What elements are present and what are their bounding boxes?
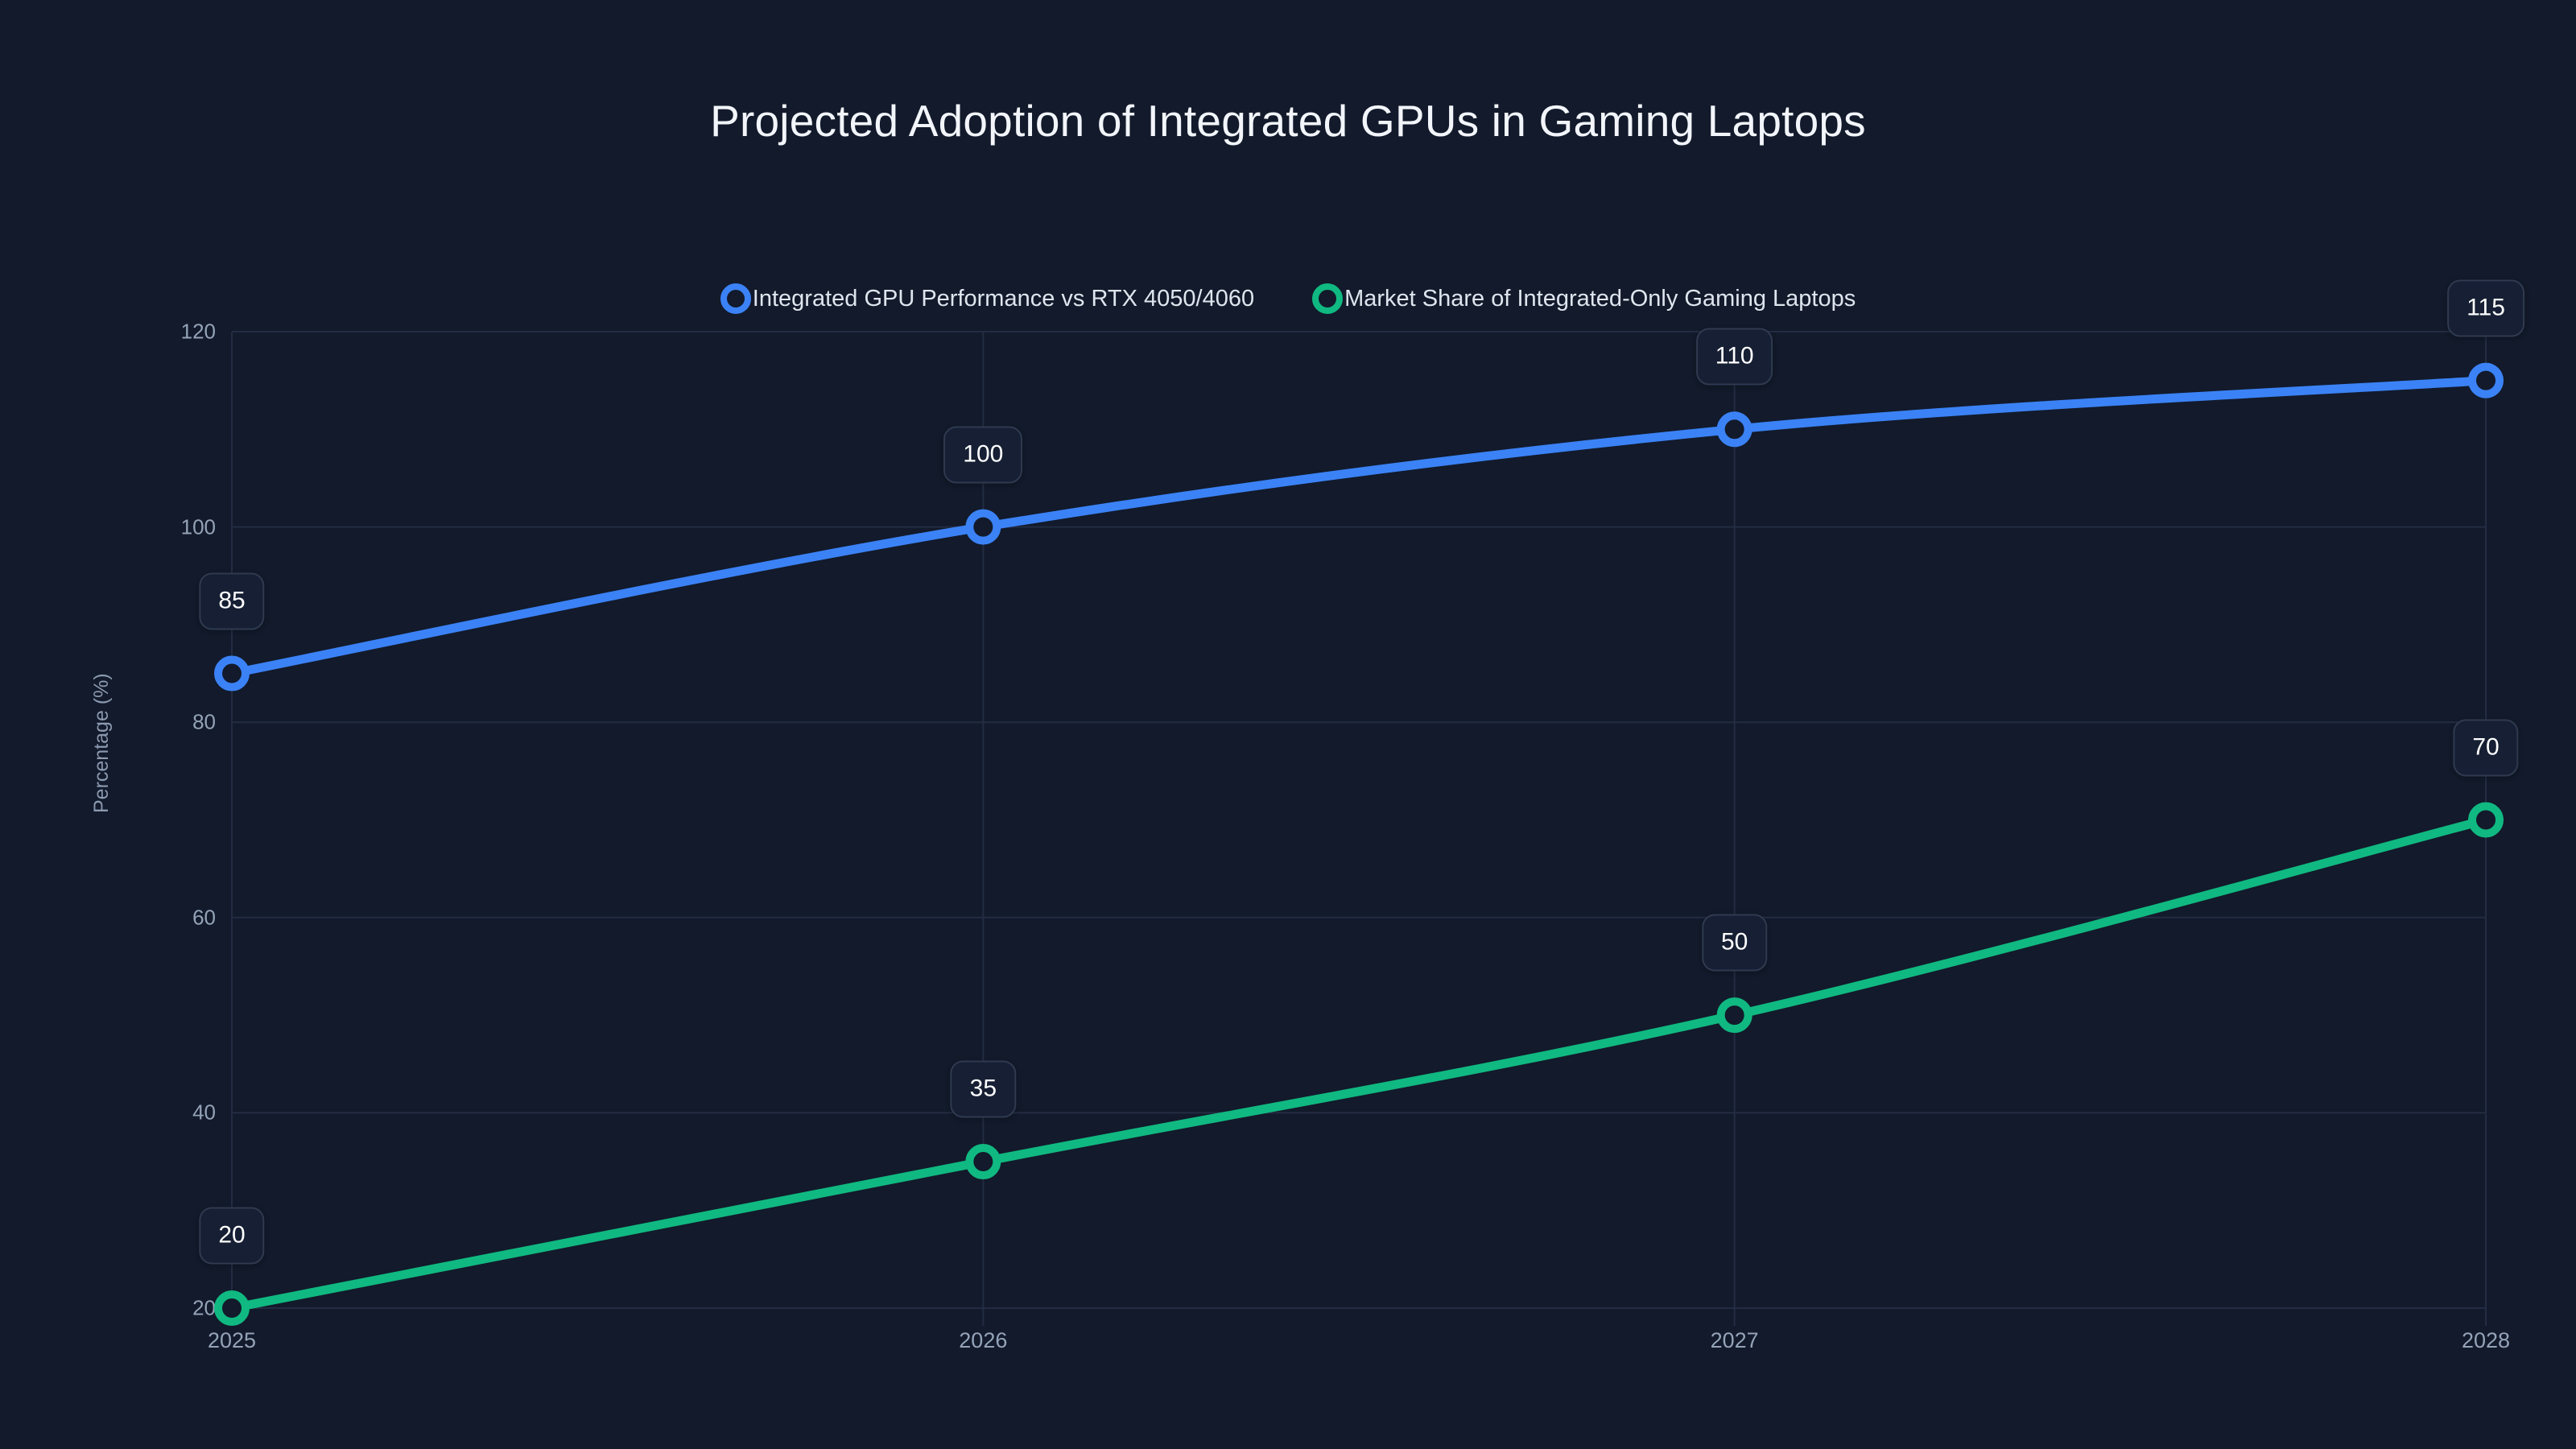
data-point-marker[interactable] (214, 655, 250, 691)
y-tick-label: 60 (192, 905, 216, 930)
series-line-2 (227, 815, 2491, 1313)
data-point-marker[interactable] (214, 1290, 250, 1326)
data-point-marker[interactable] (965, 1144, 1001, 1180)
y-tick-label: 100 (180, 514, 216, 539)
legend-item-label: Market Share of Integrated-Only Gaming L… (1344, 285, 1856, 312)
x-tick-label: 2025 (207, 1328, 257, 1352)
y-tick-label: 80 (192, 709, 216, 734)
legend-item-series-1[interactable]: Integrated GPU Performance vs RTX 4050/4… (720, 283, 1254, 314)
series-line-1 (227, 376, 2491, 679)
ring-marker-icon (720, 283, 751, 314)
data-point-marker[interactable] (1716, 411, 1752, 448)
plot-svg (214, 331, 2504, 1326)
data-point-marker[interactable] (965, 509, 1001, 545)
plot-area (214, 331, 2504, 1326)
ring-marker-icon (1312, 283, 1344, 314)
x-tick-label: 2026 (959, 1328, 1008, 1352)
data-point-marker[interactable] (2468, 802, 2504, 838)
data-label-badge: 115 (2447, 279, 2524, 337)
y-tick-label: 20 (192, 1295, 216, 1320)
data-point-marker[interactable] (2468, 362, 2504, 398)
x-tick-label: 2028 (2461, 1328, 2511, 1352)
legend-item-series-2[interactable]: Market Share of Integrated-Only Gaming L… (1312, 283, 1856, 314)
legend-item-label: Integrated GPU Performance vs RTX 4050/4… (752, 285, 1255, 312)
page-title: Projected Adoption of Integrated GPUs in… (710, 96, 1866, 146)
x-tick-label: 2027 (1710, 1328, 1759, 1352)
y-tick-label: 120 (180, 319, 216, 344)
chart-legend: Integrated GPU Performance vs RTX 4050/4… (0, 283, 2576, 314)
data-point-marker[interactable] (1716, 997, 1752, 1034)
y-axis-title: Percentage (%) (90, 673, 113, 813)
y-tick-label: 40 (192, 1100, 216, 1125)
